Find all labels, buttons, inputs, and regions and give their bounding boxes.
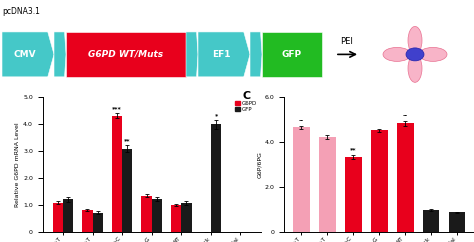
Ellipse shape — [408, 54, 422, 82]
Ellipse shape — [406, 48, 424, 61]
Bar — [211, 124, 221, 232]
Bar — [371, 130, 388, 232]
Text: PEI: PEI — [340, 38, 354, 46]
Polygon shape — [250, 32, 262, 77]
Polygon shape — [186, 32, 198, 77]
Ellipse shape — [383, 47, 411, 61]
Bar — [293, 127, 310, 232]
Polygon shape — [198, 32, 250, 77]
Legend: G6PD, GFP: G6PD, GFP — [234, 99, 258, 113]
Bar — [122, 149, 132, 232]
Text: pcDNA3.1: pcDNA3.1 — [2, 7, 40, 16]
Y-axis label: G6P/6PG: G6P/6PG — [257, 151, 262, 178]
Bar — [345, 157, 362, 232]
Text: *: * — [214, 113, 218, 118]
Polygon shape — [2, 32, 54, 77]
Text: CMV: CMV — [14, 50, 36, 59]
Text: --: -- — [402, 113, 408, 118]
Ellipse shape — [408, 26, 422, 54]
Text: ***: *** — [112, 106, 122, 111]
Bar — [262, 32, 322, 77]
Text: --: -- — [299, 118, 304, 123]
Text: **: ** — [350, 148, 356, 153]
Bar — [152, 199, 162, 232]
Text: GFP: GFP — [282, 50, 302, 59]
Text: G6PD WT/Muts: G6PD WT/Muts — [89, 50, 164, 59]
Bar — [66, 32, 186, 77]
Bar — [141, 196, 152, 232]
Y-axis label: Relative G6PD mRNA Level: Relative G6PD mRNA Level — [15, 122, 20, 207]
Text: **: ** — [124, 138, 130, 144]
Text: EF1: EF1 — [211, 50, 230, 59]
Polygon shape — [54, 32, 66, 77]
Bar — [53, 203, 63, 232]
Text: C: C — [243, 91, 251, 101]
Bar — [181, 203, 191, 232]
Bar — [171, 205, 181, 232]
Bar — [92, 213, 103, 232]
Ellipse shape — [419, 47, 447, 61]
Bar — [423, 210, 439, 232]
Bar — [397, 123, 413, 232]
Bar — [82, 210, 92, 232]
Bar — [112, 116, 122, 232]
Bar — [63, 199, 73, 232]
Bar — [448, 212, 465, 232]
Bar — [319, 137, 336, 232]
